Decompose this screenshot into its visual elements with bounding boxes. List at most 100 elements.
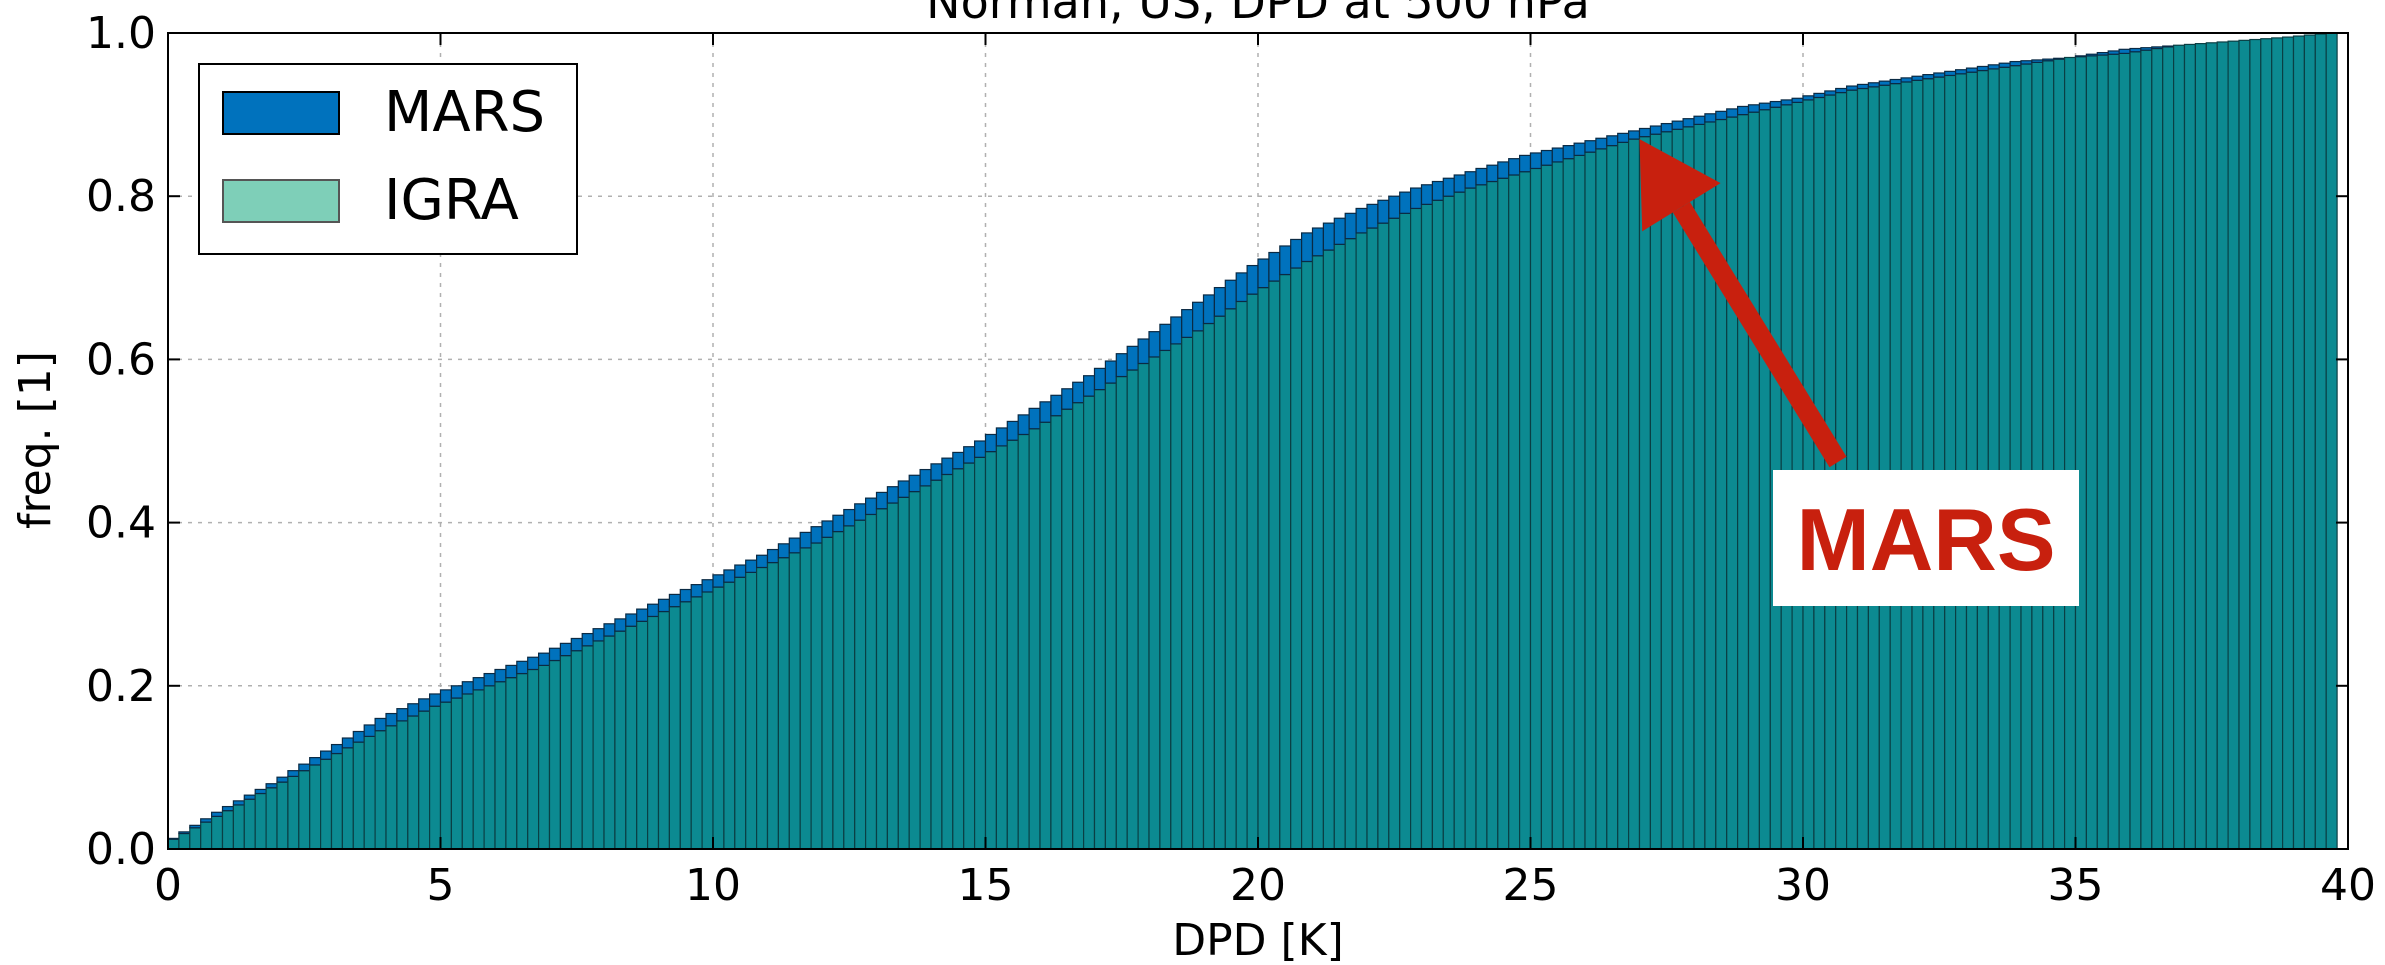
bar-mars-excess [734, 564, 747, 578]
bar-overlap [1268, 280, 1281, 850]
bar-mars-excess [908, 474, 921, 493]
bar-mars-excess [1617, 132, 1630, 143]
bar-overlap [1115, 375, 1128, 850]
bar-mars-excess [1181, 309, 1194, 338]
bar-overlap [178, 832, 191, 850]
y-tick-label: 0.2 [86, 661, 156, 712]
bar-mars-excess [1693, 115, 1706, 125]
bar-mars-excess [745, 559, 758, 573]
bar-overlap [1006, 439, 1019, 850]
bar-overlap [908, 490, 921, 850]
bar-mars-excess [973, 440, 987, 458]
bar-overlap [941, 473, 954, 850]
bar-overlap [1617, 141, 1630, 850]
bar-mars-excess [287, 770, 300, 777]
bar-mars-excess [636, 608, 649, 622]
bar-overlap [1377, 222, 1390, 850]
bar-overlap [745, 571, 758, 850]
bar-overlap [407, 715, 420, 850]
bar-mars-excess [1726, 108, 1739, 118]
bar-overlap [1061, 408, 1074, 850]
bar-overlap [952, 468, 965, 850]
bar-overlap [1159, 349, 1172, 850]
bar-mars-excess [1399, 191, 1412, 214]
bar-mars-excess [1813, 92, 1826, 99]
annotation-arrow-shaft [1672, 201, 1847, 468]
bar-overlap [1518, 171, 1532, 850]
bar-overlap [2042, 60, 2055, 850]
bar-overlap [832, 530, 845, 850]
bar-overlap [1976, 69, 1989, 850]
bar-mars-excess [1638, 127, 1651, 138]
bar-overlap [1638, 136, 1651, 850]
bar-mars-excess [1170, 316, 1183, 345]
bar-mars-excess [2020, 60, 2033, 65]
bar-overlap [1715, 118, 1728, 850]
bar-overlap [396, 720, 409, 850]
bar-mars-excess [189, 824, 202, 829]
bar-mars-excess [1769, 100, 1782, 108]
bar-overlap [1747, 111, 1760, 850]
bar-overlap [1867, 86, 1880, 850]
bar-overlap [701, 591, 714, 850]
bar-mars-excess [941, 457, 954, 476]
bar-mars-excess [1333, 217, 1346, 245]
bar-mars-excess [1747, 104, 1760, 113]
legend-label-igra: IGRA [384, 168, 519, 233]
bar-overlap [1649, 133, 1662, 850]
bar-mars-excess [1464, 171, 1477, 189]
bar-mars-excess [570, 637, 583, 652]
bar-overlap [516, 672, 529, 850]
bar-mars-excess [1595, 137, 1608, 150]
bar-mars-excess [1736, 105, 1750, 116]
bar-overlap [723, 581, 736, 850]
bar-mars-excess [1835, 87, 1848, 94]
bar-overlap [1551, 161, 1564, 850]
bar-mars-excess [1497, 161, 1510, 179]
bar-mars-excess [1802, 95, 1815, 101]
bar-mars-excess [178, 831, 191, 835]
bar-mars-excess [1856, 83, 1869, 90]
bar-mars-excess [505, 664, 518, 679]
bar-mars-excess [603, 623, 616, 637]
bar-mars-excess [1671, 120, 1684, 130]
bar-overlap [1486, 180, 1499, 850]
bar-overlap [1093, 388, 1106, 850]
bar-mars-excess [1867, 82, 1880, 88]
legend-label-mars: MARS [384, 80, 545, 145]
bar-mars-excess [537, 652, 551, 666]
bar-overlap [973, 456, 987, 850]
bar-overlap [1529, 167, 1542, 850]
bar-mars-excess [1878, 80, 1891, 86]
bar-overlap [2194, 43, 2207, 850]
bar-overlap [2205, 42, 2218, 850]
bar-overlap [1726, 116, 1739, 850]
bar-overlap [1475, 184, 1488, 850]
bar-overlap [963, 462, 976, 850]
bar-mars-excess [1845, 85, 1859, 91]
bar-overlap [1497, 177, 1510, 850]
bar-overlap [527, 668, 540, 850]
bar-mars-excess [777, 543, 790, 559]
bar-overlap [298, 770, 311, 850]
bar-overlap [1573, 154, 1586, 850]
bar-overlap [2107, 53, 2120, 850]
bar-overlap [995, 445, 1008, 850]
bar-overlap [1050, 415, 1063, 850]
bar-overlap [2216, 41, 2229, 850]
bar-mars-excess [810, 526, 823, 544]
bar-mars-excess [1900, 77, 1913, 83]
bar-mars-excess [1322, 222, 1335, 251]
bar-overlap [1660, 131, 1673, 850]
bar-overlap [1911, 79, 1924, 850]
bar-mars-excess [1050, 394, 1063, 417]
bar-mars-excess [461, 681, 474, 695]
bar-overlap [1333, 243, 1346, 850]
bar-overlap [1900, 81, 1913, 850]
bar-mars-excess [1442, 177, 1455, 197]
bar-overlap [1170, 343, 1183, 850]
bar-mars-excess [1279, 245, 1292, 276]
bar-mars-excess [1235, 272, 1248, 303]
bar-overlap [570, 650, 583, 850]
bar-mars-excess [1987, 64, 2000, 70]
